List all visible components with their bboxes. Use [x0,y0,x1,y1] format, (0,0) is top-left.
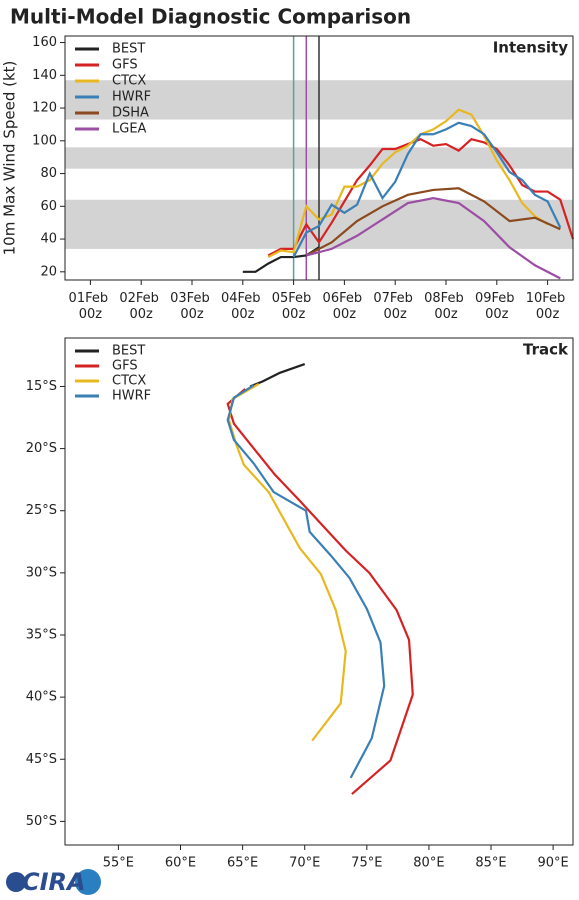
x-tick-label: 10Feb 00z [526,291,570,322]
series-line [249,363,306,388]
x-tick-label: 08Feb 00z [424,291,468,322]
y-tick-label: 140 [32,68,57,83]
y-tick-label: 20 [40,264,57,279]
x-tick-label: 80°E [413,856,444,871]
legend-label: BEST [112,42,145,57]
x-tick-label: 55°E [103,856,134,871]
y-tick-label: 15°S [26,379,57,394]
x-tick-label: 06Feb 00z [323,291,367,322]
y-tick-label: 160 [32,35,57,50]
y-tick-label: 80 [40,166,57,181]
legend-label: CTCX [112,74,146,89]
legend-label: GFS [112,58,138,73]
x-tick-label: 02Feb 00z [119,291,163,322]
series-line [306,197,561,280]
x-tick-label: 07Feb 00z [373,291,417,322]
legend-label: GFS [112,359,138,374]
y-tick-label: 35°S [26,627,57,642]
legend-label: DSHA [112,106,149,121]
y-tick-label: 50°S [26,814,57,829]
x-tick-label: 09Feb 00z [475,291,519,322]
y-tick-label: 25°S [26,503,57,518]
plot-area [65,338,573,845]
series-line [292,121,562,258]
panel-label: Intensity [493,39,569,57]
legend-label: HWRF [112,90,151,105]
y-tick-label: 120 [32,101,57,116]
panel-label: Track [523,341,569,359]
x-tick-label: 90°E [537,856,568,871]
x-tick-label: 75°E [351,856,382,871]
y-tick-label: 100 [32,133,57,148]
series-line [267,137,575,257]
legend-label: BEST [112,344,145,359]
x-tick-label: 05Feb 00z [272,291,316,322]
series-line [226,384,386,779]
x-tick-label: 01Feb 00z [69,291,113,322]
y-tick-label: 40°S [26,690,57,705]
legend-label: HWRF [112,389,151,404]
x-tick-label: 04Feb 00z [221,291,265,322]
y-tick-label: 60 [40,199,57,214]
x-tick-label: 70°E [289,856,320,871]
plot-frame [64,35,574,281]
x-tick-label: 60°E [165,856,196,871]
y-tick-label: 45°S [26,752,57,767]
logo: CIRA [22,868,86,896]
series-line [226,388,414,795]
y-axis-label: 10m Max Wind Speed (kt) [1,61,19,256]
y-tick-label: 40 [40,232,57,247]
series-line [267,108,549,259]
legend-label: CTCX [112,374,146,389]
title: Multi-Model Diagnostic Comparison [10,5,411,29]
x-tick-label: 03Feb 00z [170,291,214,322]
series-line [305,187,561,257]
plot-frame [64,337,574,846]
x-tick-label: 65°E [227,856,258,871]
y-tick-label: 20°S [26,441,57,456]
legend-label: LGEA [112,122,147,137]
x-tick-label: 85°E [475,856,506,871]
y-tick-label: 30°S [26,565,57,580]
